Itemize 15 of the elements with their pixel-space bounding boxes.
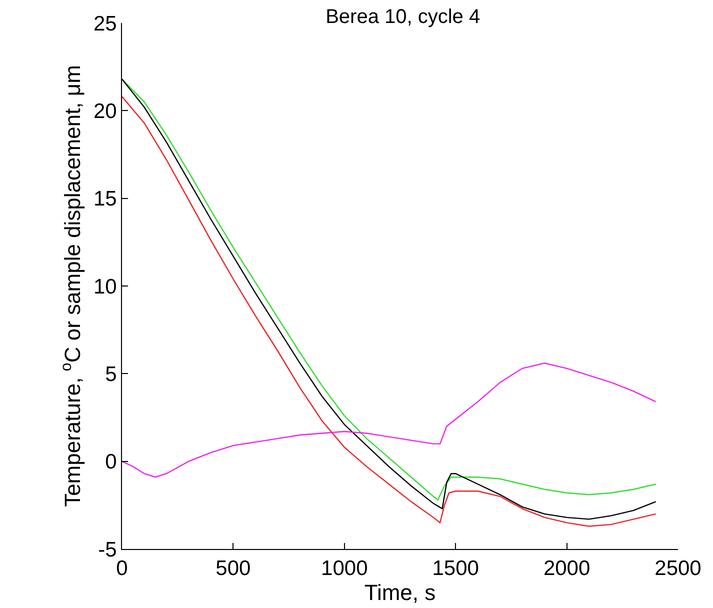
x-tick-label: 2000 (543, 557, 590, 580)
y-tick-label: 5 (105, 363, 117, 386)
y-tick-label: 25 (93, 12, 117, 36)
y-tick-label: 10 (93, 275, 117, 298)
y-tick-label: 15 (93, 188, 117, 211)
x-axis-title: Time, s (364, 580, 436, 606)
x-tick-label: 500 (216, 557, 251, 580)
line-series (122, 362, 656, 478)
y-tick-label: 20 (93, 100, 117, 124)
y-tick-label: -5 (98, 538, 117, 562)
x-tick-label: 2500 (654, 557, 702, 580)
y-tick-label: 0 (105, 450, 117, 474)
chart-title: Berea 10, cycle 4 (326, 6, 480, 28)
x-tick-label: 1500 (432, 557, 479, 580)
x-tick-label: 1000 (321, 557, 368, 580)
